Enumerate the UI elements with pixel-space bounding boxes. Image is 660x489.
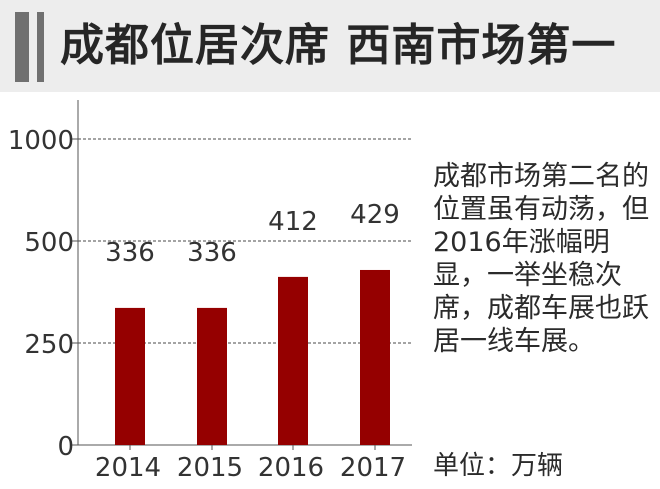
- title-bar: 成都位居次席 西南市场第一: [0, 0, 660, 92]
- y-tick-label-1000: 1000: [8, 126, 74, 156]
- bar-2017: [360, 269, 390, 445]
- title-accent-bar-narrow: [37, 12, 44, 82]
- page-title: 成都位居次席 西南市场第一: [60, 20, 617, 71]
- data-label-2015: 336: [187, 238, 237, 268]
- data-label-2014: 336: [105, 238, 155, 268]
- y-tick-label-250: 250: [24, 330, 74, 360]
- bar-2015: [197, 307, 227, 445]
- x-tick-label-2015: 2015: [177, 453, 243, 483]
- y-tick-label-500: 500: [24, 228, 74, 258]
- bar-chart: 0 250 500 1000 336 2014 336 2015 412 2016 429 2017: [8, 100, 412, 483]
- x-tick-label-2016: 2016: [258, 453, 324, 483]
- bar-2014: [115, 307, 145, 445]
- data-label-2017: 429: [350, 200, 400, 230]
- chart-note: 成都市场第二名的位置虽有动荡，但2016年涨幅明显，一举坐稳次席，成都车展也跃居…: [433, 161, 649, 357]
- title-accent-bar-wide: [15, 12, 29, 82]
- bar-2016: [278, 276, 308, 445]
- x-tick-label-2014: 2014: [95, 453, 161, 483]
- y-tick-label-0: 0: [57, 432, 74, 462]
- data-label-2016: 412: [268, 207, 318, 237]
- unit-label: 单位：万辆: [433, 451, 564, 481]
- x-tick-label-2017: 2017: [340, 453, 406, 483]
